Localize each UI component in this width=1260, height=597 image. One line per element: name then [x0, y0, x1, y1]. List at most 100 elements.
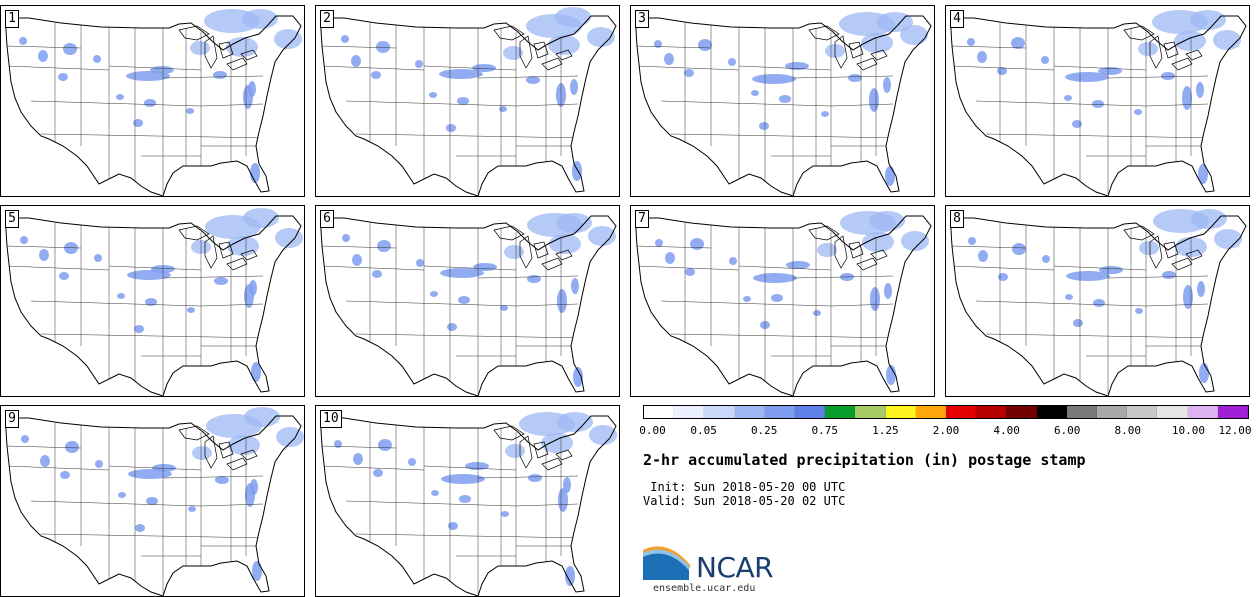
precip-area: [526, 76, 540, 84]
state-border: [321, 45, 397, 49]
state-border: [321, 265, 425, 271]
precip-area: [558, 488, 568, 512]
state-border: [200, 103, 264, 107]
precip-area: [527, 275, 541, 283]
state-border: [792, 275, 894, 279]
precip-area: [58, 73, 68, 81]
precip-area: [869, 88, 879, 112]
state-border: [660, 100, 832, 107]
precip-area: [458, 296, 470, 304]
colorbar-label: 6.00: [1053, 424, 1081, 437]
precip-area: [377, 240, 391, 252]
colorbar-segment-9: [915, 406, 947, 418]
state-border: [636, 265, 740, 271]
great-lake: [870, 249, 888, 261]
precip-area: [1011, 37, 1025, 49]
great-lake: [1149, 235, 1163, 269]
precip-area: [457, 97, 469, 105]
coastline: [950, 215, 1247, 396]
precip-area: [1196, 82, 1204, 98]
great-lake: [240, 49, 258, 61]
precip-area: [371, 71, 381, 79]
state-border: [355, 333, 587, 339]
precip-area: [431, 490, 439, 496]
coastline: [5, 415, 302, 596]
precip-area: [869, 211, 905, 231]
great-lake: [218, 241, 234, 259]
precip-area: [728, 58, 736, 66]
precip-area: [587, 27, 615, 47]
state-border: [636, 45, 712, 49]
state-border: [30, 500, 202, 507]
precip-area: [372, 270, 382, 278]
precip-area: [59, 272, 69, 280]
great-lake: [226, 257, 248, 271]
great-lake: [1185, 249, 1203, 261]
state-border: [515, 103, 579, 107]
precip-area: [1066, 271, 1110, 281]
precip-area: [416, 259, 424, 267]
great-lake: [555, 49, 573, 61]
precip-area: [886, 365, 896, 385]
panel-number: 6: [320, 210, 334, 228]
precip-area: [1213, 30, 1241, 50]
coastline: [320, 415, 617, 596]
great-lake: [178, 225, 210, 241]
precip-area: [274, 29, 302, 49]
precip-area: [65, 441, 79, 453]
precip-area: [685, 268, 695, 276]
precip-area: [351, 55, 361, 67]
precip-area: [116, 94, 124, 100]
precip-area: [655, 239, 663, 247]
precip-colorbar: [643, 405, 1249, 419]
precip-area: [901, 231, 929, 251]
precip-area: [373, 469, 383, 477]
precip-area: [21, 435, 29, 443]
valid-time: Valid: Sun 2018-05-20 02 UTC: [643, 494, 846, 508]
coastline: [950, 15, 1247, 196]
logo-swoosh-light: [643, 549, 690, 570]
precip-area: [145, 298, 157, 306]
precip-area: [571, 278, 579, 294]
great-lake: [848, 41, 864, 59]
conus-map: [5, 208, 303, 396]
state-border: [40, 333, 272, 339]
great-lake: [240, 449, 258, 461]
colorbar-segment-2: [704, 406, 735, 418]
state-border: [670, 133, 902, 139]
precip-area: [186, 108, 194, 114]
colorbar-segment-13: [1036, 406, 1067, 418]
state-border: [6, 445, 82, 449]
precip-area: [589, 425, 617, 445]
state-border: [951, 45, 1027, 49]
state-border: [162, 475, 264, 479]
precip-area: [664, 53, 674, 65]
state-border: [355, 133, 587, 139]
colorbar-segment-15: [1097, 406, 1128, 418]
precip-area: [563, 477, 571, 493]
precip-area: [870, 287, 880, 311]
state-border: [200, 303, 264, 307]
great-lake: [1171, 257, 1193, 271]
state-border: [951, 65, 1055, 71]
precip-area: [500, 305, 508, 311]
precip-area: [146, 497, 158, 505]
precip-area: [1099, 266, 1123, 274]
colorbar-segment-12: [1006, 406, 1037, 418]
logo-wordmark: NCAR: [696, 551, 774, 584]
precip-area: [1139, 241, 1159, 255]
precip-area: [1190, 10, 1226, 30]
great-lake: [493, 225, 525, 241]
precip-area: [1012, 243, 1026, 255]
conus-map: [635, 12, 932, 196]
great-lake: [218, 441, 234, 459]
precip-area: [1064, 95, 1072, 101]
great-lake: [1123, 25, 1155, 41]
precip-area: [499, 106, 507, 112]
precip-area: [20, 236, 28, 244]
precip-area: [1072, 120, 1082, 128]
state-border: [108, 265, 202, 271]
state-border: [1053, 265, 1147, 271]
precip-area: [1162, 271, 1176, 279]
precip-area: [759, 122, 769, 130]
